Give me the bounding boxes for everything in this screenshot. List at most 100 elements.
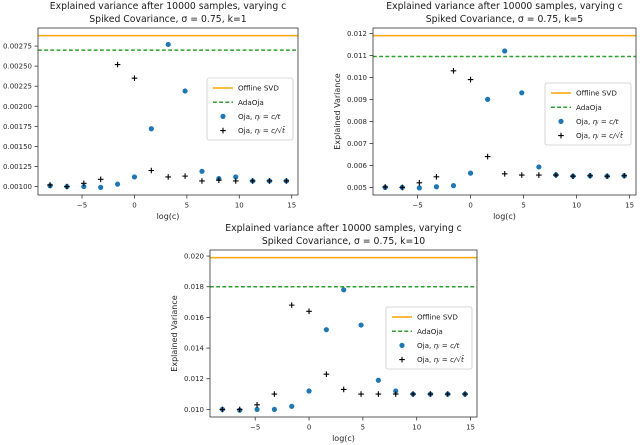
legend: Offline SVD AdaOja Oja, ηᵢ = c/t Oja, ηᵢ = … [206,77,294,141]
data-point-oja-csqrt [271,391,278,397]
y-tick-label: 0.005 [347,184,367,192]
legend: Offline SVD AdaOja Oja, ηᵢ = c/t Oja, ηᵢ = … [385,306,473,370]
y-tick-label: 0.00200 [3,103,32,111]
data-point-oja-ct [182,88,188,94]
y-tick-label: 0.006 [347,162,368,170]
data-point-oja-csqrt [604,173,610,179]
data-point-oja-csqrt [433,174,440,180]
y-tick-label: 0.00125 [3,163,32,171]
legend-entry-oja-csqrt-swatch [220,127,226,134]
data-point-oja-csqrt [392,391,399,397]
data-point-oja-csqrt [219,406,226,413]
data-point-oja-ct [485,96,491,102]
x-tick-label: 0 [468,202,472,210]
data-point-oja-ct [467,170,474,176]
chart-title-block: Explained variance after 10000 samples, … [210,223,477,248]
data-point-oja-ct [450,183,457,189]
y-tick-label: 0.010 [184,406,204,414]
legend-box [385,306,473,370]
y-tick-label: 0.00250 [3,63,32,71]
data-point-oja-ct [306,388,312,394]
data-point-oja-ct [536,164,542,170]
data-point-oja-csqrt [416,179,423,186]
data-point-oja-csqrt [467,76,474,83]
legend-entry-oja-csqrt-label: Oja, ηᵢ = c/√t̄ [576,131,624,140]
y-tick-label: 0.00275 [3,43,32,51]
legend-entry-oja-ct-label: Oja, ηᵢ = c/t [576,117,619,126]
x-tick-label: 15 [625,202,634,210]
legend-entry-oja-csqrt-label: Oja, ηᵢ = c/√t̄ [417,355,465,364]
legend-entry-offline-svd-label: Offline SVD [417,313,458,322]
legend-entry-adaoja-label: AdaOja [576,103,602,112]
y-tick-label: 0.010 [347,74,367,82]
data-point-oja-csqrt [427,391,434,397]
plot-canvas-k5: −5 0 5 10 15 0.005 0.006 0.007 0.008 0.009 0.010 0.… [333,27,637,221]
legend-entry-offline-svd-label: Offline SVD [238,84,279,93]
chart-title: Explained variance after 10000 samples, … [386,1,623,12]
x-tick-label: 0 [307,424,311,432]
axes-frame [209,249,478,418]
data-point-oja-ct [502,48,508,54]
y-tick-label: 0.016 [184,314,205,322]
data-point-oja-csqrt [254,402,260,408]
data-point-oja-csqrt [450,67,457,74]
data-point-oja-ct [341,287,347,293]
data-point-oja-csqrt [358,391,364,397]
chart-title-block: Explained variance after 10000 samples, … [373,1,636,26]
data-point-oja-csqrt [47,182,53,188]
y-tick-label: 0.014 [184,345,205,353]
data-point-oja-csqrt [444,391,451,397]
x-tick-label: −5 [412,202,422,210]
data-point-oja-ct [254,406,260,413]
y-tick-label: 0.020 [184,253,204,261]
x-tick-label: 15 [466,424,475,432]
data-point-oja-csqrt [462,391,468,397]
chart-k5: Explained variance after 10000 samples, … [320,0,640,223]
x-tick-label: −5 [77,202,87,210]
data-point-oja-ct [289,403,295,409]
chart-title: Explained variance after 10000 samples, … [49,1,287,12]
y-tick-label: 0.00150 [3,143,32,151]
data-point-oja-csqrt [236,406,243,413]
x-tick-label: 15 [287,202,296,210]
x-tick-label: 5 [185,202,189,210]
y-tick-label: 0.00175 [3,123,32,131]
data-point-oja-csqrt [283,178,290,184]
data-point-oja-csqrt [536,172,542,178]
data-point-oja-ct [114,181,121,187]
data-point-oja-ct [81,183,87,190]
chart-title: Explained variance after 10000 samples, … [225,223,462,234]
data-point-oja-csqrt [382,184,388,190]
data-point-oja-csqrt [182,173,188,179]
data-point-oja-csqrt [148,167,155,174]
data-point-oja-ct [199,168,205,174]
x-tick-label: 10 [235,202,244,210]
data-point-oja-csqrt [216,177,222,183]
data-point-oja-csqrt [323,371,330,377]
data-point-oja-ct [393,388,399,394]
data-point-oja-ct [98,184,104,190]
x-axis-label: log(c) [332,434,355,443]
data-point-oja-csqrt [306,308,312,315]
legend-entry-oja-csqrt-swatch [558,132,564,139]
data-point-oja-csqrt [199,178,205,184]
data-point-oja-ct [148,126,154,132]
data-point-oja-csqrt [587,172,593,179]
y-axis-label: Explained Variance [333,73,342,149]
x-axis-label: log(c) [157,212,180,221]
x-tick-label: 5 [361,424,365,432]
data-point-oja-csqrt [266,178,273,184]
data-point-oja-csqrt [232,178,239,184]
data-point-oja-csqrt [518,172,525,178]
chart-subtitle: Spiked Covariance, σ = 0.75, k=1 [89,13,247,25]
legend-entry-oja-ct-label: Oja, ηᵢ = c/t [238,112,281,121]
data-point-oja-ct [233,174,239,180]
axes-frame [372,27,637,196]
y-tick-label: 0.012 [184,375,204,383]
x-tick-label: 5 [521,202,525,210]
y-axis-label: Explained Variance [170,295,179,371]
data-point-oja-ct [323,327,329,333]
y-tick-label: 0.012 [347,30,367,38]
data-point-oja-csqrt [64,183,70,190]
data-point-oja-csqrt [410,391,416,397]
